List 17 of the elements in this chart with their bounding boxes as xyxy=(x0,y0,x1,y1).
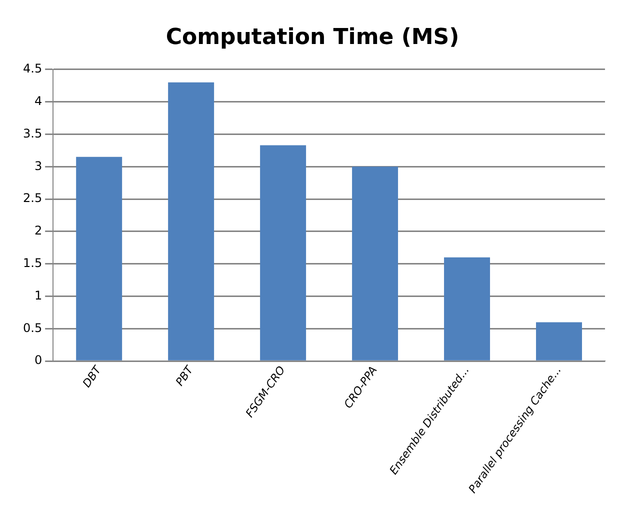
y-tick-label: 2 xyxy=(34,224,42,238)
y-tick-label: 0.5 xyxy=(22,320,42,335)
y-tick-label: 4.5 xyxy=(22,62,42,76)
y-tick-label: 1.5 xyxy=(22,256,42,270)
bar xyxy=(76,156,122,360)
y-tick-label: 4 xyxy=(34,94,42,108)
y-tick-label: 0 xyxy=(34,353,42,368)
chart-title: Computation Time (MS) xyxy=(166,24,460,50)
bar xyxy=(352,166,398,360)
y-tick-label: 1 xyxy=(34,288,42,302)
bar xyxy=(260,145,306,360)
y-tick-label: 3 xyxy=(34,158,42,173)
bar xyxy=(444,257,490,360)
bar xyxy=(536,322,582,360)
y-tick-label: 3.5 xyxy=(22,126,42,140)
y-tick-label: 2.5 xyxy=(22,191,42,206)
bar xyxy=(168,82,214,360)
